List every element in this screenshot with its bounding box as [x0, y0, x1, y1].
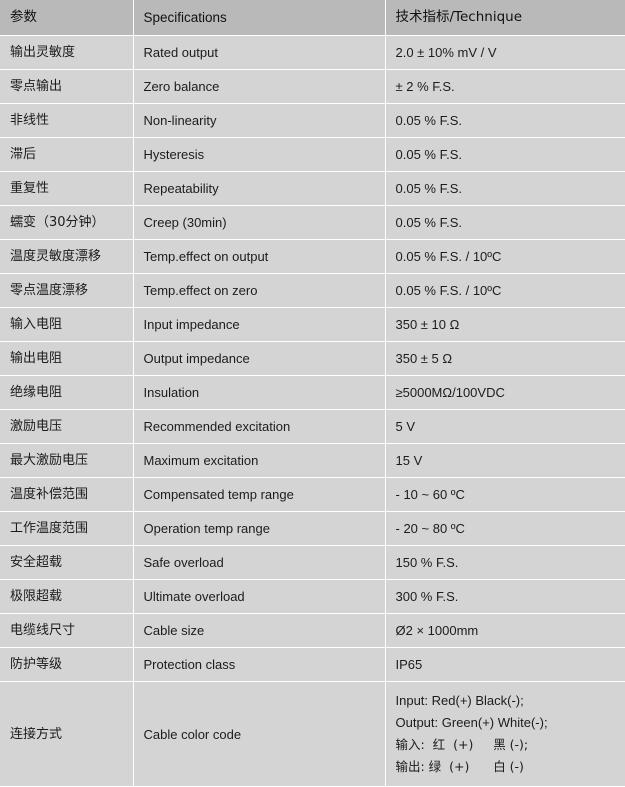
cell-value: - 20 ~ 80 ºC: [385, 511, 625, 546]
table-row: 最大激励电压 Maximum excitation 15 V: [0, 443, 625, 478]
cable-line-input-en: Input: Red(+) Black(-);: [395, 693, 524, 708]
cell-value: 0.05 % F.S.: [385, 137, 625, 172]
cell-value: Ø2 × 1000mm: [385, 613, 625, 648]
cable-line-output-en: Output: Green(+) White(-);: [395, 715, 548, 730]
cell-value: 5 V: [385, 409, 625, 444]
table-row: 防护等级 Protection class IP65: [0, 647, 625, 682]
column-header-parameter: 参数: [0, 0, 134, 36]
cell-parameter: 温度灵敏度漂移: [0, 239, 134, 274]
cell-parameter: 电缆线尺寸: [0, 613, 134, 648]
cell-parameter: 最大激励电压: [0, 443, 134, 478]
cell-specification: Output impedance: [133, 341, 386, 376]
cell-parameter: 输出灵敏度: [0, 35, 134, 70]
cell-specification: Insulation: [133, 375, 386, 410]
cell-parameter: 工作温度范围: [0, 511, 134, 546]
cell-parameter: 零点温度漂移: [0, 273, 134, 308]
cell-specification: Rated output: [133, 35, 386, 70]
table-row: 输出电阻 Output impedance 350 ± 5 Ω: [0, 341, 625, 376]
cell-specification: Creep (30min): [133, 205, 386, 240]
cell-value: - 10 ~ 60 ºC: [385, 477, 625, 512]
cell-specification: Cable size: [133, 613, 386, 648]
table-row: 绝缘电阻 Insulation ≥5000MΩ/100VDC: [0, 375, 625, 410]
table-row: 输入电阻 Input impedance 350 ± 10 Ω: [0, 307, 625, 342]
table-row: 安全超载 Safe overload 150 % F.S.: [0, 545, 625, 580]
table-row: 温度灵敏度漂移 Temp.effect on output 0.05 % F.S…: [0, 239, 625, 274]
table-body: 输出灵敏度 Rated output 2.0 ± 10% mV / V 零点输出…: [0, 35, 625, 787]
cell-parameter: 防护等级: [0, 647, 134, 682]
cable-line-output-cn: 输出: 绿 (+) 白 (-): [395, 759, 524, 774]
cell-value: 2.0 ± 10% mV / V: [385, 35, 625, 70]
column-header-specifications: Specifications: [133, 0, 386, 36]
cell-specification: Recommended excitation: [133, 409, 386, 444]
table-row: 温度补偿范围 Compensated temp range - 10 ~ 60 …: [0, 477, 625, 512]
cell-value: IP65: [385, 647, 625, 682]
cell-specification: Operation temp range: [133, 511, 386, 546]
cell-parameter: 安全超载: [0, 545, 134, 580]
cell-parameter: 绝缘电阻: [0, 375, 134, 410]
cell-specification: Zero balance: [133, 69, 386, 104]
cell-value: 350 ± 10 Ω: [385, 307, 625, 342]
cell-value: 15 V: [385, 443, 625, 478]
cell-specification: Hysteresis: [133, 137, 386, 172]
cell-value: 0.05 % F.S.: [385, 205, 625, 240]
cell-value: 0.05 % F.S.: [385, 171, 625, 206]
cell-specification: Temp.effect on output: [133, 239, 386, 274]
table-row: 重复性 Repeatability 0.05 % F.S.: [0, 171, 625, 206]
cell-parameter: 零点输出: [0, 69, 134, 104]
cell-parameter: 滞后: [0, 137, 134, 172]
cell-parameter: 激励电压: [0, 409, 134, 444]
cell-value: 350 ± 5 Ω: [385, 341, 625, 376]
cell-parameter: 温度补偿范围: [0, 477, 134, 512]
cell-value: 0.05 % F.S. / 10ºC: [385, 239, 625, 274]
cell-value: ± 2 % F.S.: [385, 69, 625, 104]
column-header-technique: 技术指标/Technique: [385, 0, 625, 36]
table-row: 蠕变（30分钟） Creep (30min) 0.05 % F.S.: [0, 205, 625, 240]
table-header: 参数 Specifications 技术指标/Technique: [0, 0, 625, 36]
cell-value-cable-colors: Input: Red(+) Black(-); Output: Green(+)…: [385, 681, 625, 787]
cell-parameter: 输入电阻: [0, 307, 134, 342]
table-row-cable-color-code: 连接方式 Cable color code Input: Red(+) Blac…: [0, 681, 625, 787]
table-row: 零点输出 Zero balance ± 2 % F.S.: [0, 69, 625, 104]
table-row: 工作温度范围 Operation temp range - 20 ~ 80 ºC: [0, 511, 625, 546]
cell-specification: Compensated temp range: [133, 477, 386, 512]
cell-specification: Temp.effect on zero: [133, 273, 386, 308]
cell-parameter: 非线性: [0, 103, 134, 138]
cell-parameter: 连接方式: [0, 681, 134, 787]
cell-value: 300 % F.S.: [385, 579, 625, 614]
cell-specification: Input impedance: [133, 307, 386, 342]
cell-specification: Cable color code: [133, 681, 386, 787]
cell-specification: Maximum excitation: [133, 443, 386, 478]
cell-specification: Safe overload: [133, 545, 386, 580]
cell-parameter: 极限超载: [0, 579, 134, 614]
table-row: 非线性 Non-linearity 0.05 % F.S.: [0, 103, 625, 138]
cell-parameter: 蠕变（30分钟）: [0, 205, 134, 240]
table-row: 激励电压 Recommended excitation 5 V: [0, 409, 625, 444]
table-row: 零点温度漂移 Temp.effect on zero 0.05 % F.S. /…: [0, 273, 625, 308]
cell-parameter: 输出电阻: [0, 341, 134, 376]
cell-value: 150 % F.S.: [385, 545, 625, 580]
cell-parameter: 重复性: [0, 171, 134, 206]
table-header-row: 参数 Specifications 技术指标/Technique: [0, 0, 625, 36]
cell-specification: Protection class: [133, 647, 386, 682]
table-row: 电缆线尺寸 Cable size Ø2 × 1000mm: [0, 613, 625, 648]
cell-specification: Repeatability: [133, 171, 386, 206]
cell-specification: Ultimate overload: [133, 579, 386, 614]
table-row: 滞后 Hysteresis 0.05 % F.S.: [0, 137, 625, 172]
cell-value: 0.05 % F.S.: [385, 103, 625, 138]
table-row: 输出灵敏度 Rated output 2.0 ± 10% mV / V: [0, 35, 625, 70]
cell-specification: Non-linearity: [133, 103, 386, 138]
cable-line-input-cn: 输入: 红 (+) 黑 (-);: [395, 737, 529, 752]
cell-value: 0.05 % F.S. / 10ºC: [385, 273, 625, 308]
table-row: 极限超载 Ultimate overload 300 % F.S.: [0, 579, 625, 614]
cell-value: ≥5000MΩ/100VDC: [385, 375, 625, 410]
